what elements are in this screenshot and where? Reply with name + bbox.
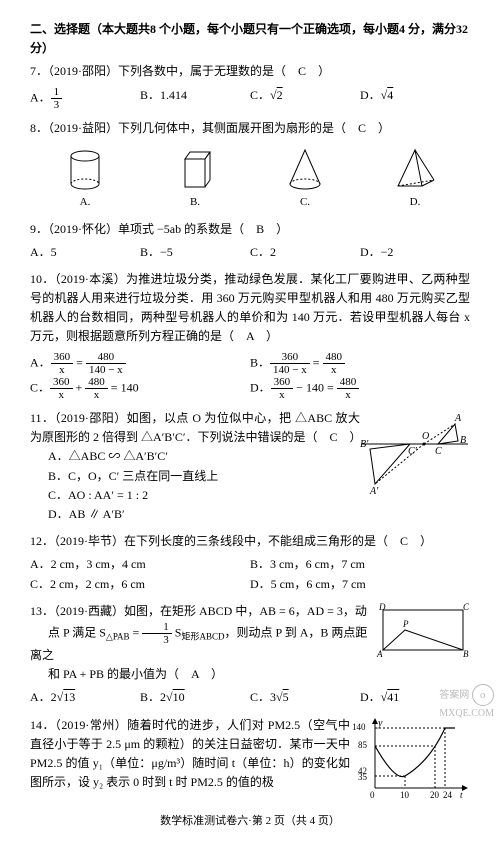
q11-stem: 11．（2019·邵阳）如图，以点 O 为位似中心，把 △ABC 放大为原图形的… [30,409,360,447]
q12-opt-c: C．2 cm，2 cm，6 cm [30,575,250,594]
q8-shape-c: C. [280,144,330,212]
q10-options: A．360x = 480140 − x B．360140 − x = 480x … [30,351,470,401]
q8-stem: 8．（2019·益阳）下列几何体中，其侧面展开图为扇形的是（ C ） [30,119,470,138]
cone-icon [280,144,330,194]
q13-line1: 13．（2019·西藏）如图，在矩形 ABCD 中，AB = 6，AD = 3，… [30,602,375,621]
svg-text:A: A [376,649,383,659]
svg-text:D: D [378,602,386,612]
q7-opt-c: C．√2 [250,86,360,111]
svg-text:C′: C′ [408,446,418,457]
q7-opt-b: B．1.414 [140,86,250,111]
q14-stem: 14．（2019·常州）随着时代的进步，人们对 PM2.5（空气中直径小于等于 … [30,716,350,801]
q7-opt-d: D．√4 [360,86,470,111]
q8-shapes: A. B. C. D. [30,144,470,212]
q11-figure: O A B C B′ C′ A′ [360,409,470,499]
q12-opt-d: D．5 cm，6 cm，7 cm [250,575,470,594]
q10-opt-c: C．360x + 480x = 140 [30,376,250,401]
q7-opt-a: A．13 [30,86,140,111]
q7-stem: 7．（2019·邵阳）下列各数中，属于无理数的是（ C ） [30,62,470,81]
svg-text:20: 20 [430,790,440,800]
question-13: 13．（2019·西藏）如图，在矩形 ABCD 中，AB = 6，AD = 3，… [30,602,470,708]
question-12: 12．（2019·毕节）在下列长度的三条线段中，不能组成三角形的是（ C ） A… [30,532,470,594]
cylinder-icon [60,144,110,194]
svg-text:B: B [463,649,469,659]
q10-stem: 10．（2019·本溪）为推进垃圾分类，推动绿色发展．某化工厂要购进甲、乙两种型… [30,270,470,347]
q11-opt-a: A．△ABC ∽ △A′B′C′ [30,447,360,466]
q10-opt-d: D．360x − 140 = 480x [250,376,470,401]
question-8: 8．（2019·益阳）下列几何体中，其侧面展开图为扇形的是（ C ） A. B. [30,119,470,212]
svg-text:y: y [377,718,383,729]
q9-opt-a: A．5 [30,243,140,262]
q11-opt-c: C．AO : AA′ = 1 : 2 [30,486,360,505]
q13-line2: 点 P 满足 S△PAB = 13 S矩形ABCD，则动点 P 到 A，B 两点… [30,621,375,665]
prism-icon [170,144,220,194]
svg-text:85: 85 [358,740,368,750]
q12-stem: 12．（2019·毕节）在下列长度的三条线段中，不能组成三角形的是（ C ） [30,532,470,551]
q10-opt-b: B．360140 − x = 480x [250,351,470,376]
svg-text:A: A [454,413,462,424]
q8-shape-a: A. [60,144,110,212]
q13-opt-a: A．2√13 [30,688,140,707]
q10-opt-a: A．360x = 480140 − x [30,351,250,376]
q8-shape-d: D. [390,144,440,212]
q11-opt-b: B．C，O，C′ 三点在同一直线上 [30,467,360,486]
q8-shape-b: B. [170,144,220,212]
q11-opt-d: D．AB ∥ A′B′ [30,505,360,524]
svg-text:C: C [435,446,442,457]
svg-text:t: t [460,790,463,800]
question-9: 9．（2019·怀化）单项式 −5ab 的系数是（ B ） A．5 B．−5 C… [30,220,470,262]
svg-text:140: 140 [352,722,366,732]
svg-text:P: P [402,619,409,629]
q14-chart: 140 85 42 35 0 10 20 24 t y [350,716,470,801]
q9-opt-d: D．−2 [360,243,470,262]
svg-text:O: O [422,431,429,442]
q13-opt-c: C．3√5 [250,688,360,707]
q7-options: A．13 B．1.414 C．√2 D．√4 [30,86,470,111]
question-7: 7．（2019·邵阳）下列各数中，属于无理数的是（ C ） A．13 B．1.4… [30,62,470,110]
q13-options: A．2√13 B．2√10 C．3√5 D．√41 [30,688,470,707]
section-title: 二、选择题（本大题共8 个小题，每个小题只有一个正确选项，每小题4 分，满分32… [30,20,470,58]
svg-text:10: 10 [400,790,410,800]
svg-text:35: 35 [358,772,368,782]
q13-figure: D C A B P [375,602,470,662]
svg-text:A′: A′ [369,486,379,497]
q9-opt-c: C．2 [250,243,360,262]
svg-text:B′: B′ [360,439,369,450]
svg-text:C: C [463,602,470,612]
question-14: 14．（2019·常州）随着时代的进步，人们对 PM2.5（空气中直径小于等于 … [30,716,470,801]
q12-opt-a: A．2 cm，3 cm，4 cm [30,555,250,574]
svg-text:B: B [460,435,466,446]
page-footer: 数学标准测试卷六·第 2 页（共 4 页） [30,813,470,831]
q9-stem: 9．（2019·怀化）单项式 −5ab 的系数是（ B ） [30,220,470,239]
q9-opt-b: B．−5 [140,243,250,262]
q13-line3: 和 PA + PB 的最小值为（ A ） [30,665,375,684]
q12-options: A．2 cm，3 cm，4 cm B．3 cm，6 cm，7 cm C．2 cm… [30,555,470,593]
watermark: 答案网 o MXQE.COM [439,684,494,722]
svg-text:24: 24 [443,790,453,800]
q13-opt-b: B．2√10 [140,688,250,707]
question-10: 10．（2019·本溪）为推进垃圾分类，推动绿色发展．某化工厂要购进甲、乙两种型… [30,270,470,401]
question-11: 11．（2019·邵阳）如图，以点 O 为位似中心，把 △ABC 放大为原图形的… [30,409,470,524]
q12-opt-b: B．3 cm，6 cm，7 cm [250,555,470,574]
svg-text:0: 0 [370,790,375,800]
pyramid-icon [390,144,440,194]
q9-options: A．5 B．−5 C．2 D．−2 [30,243,470,262]
